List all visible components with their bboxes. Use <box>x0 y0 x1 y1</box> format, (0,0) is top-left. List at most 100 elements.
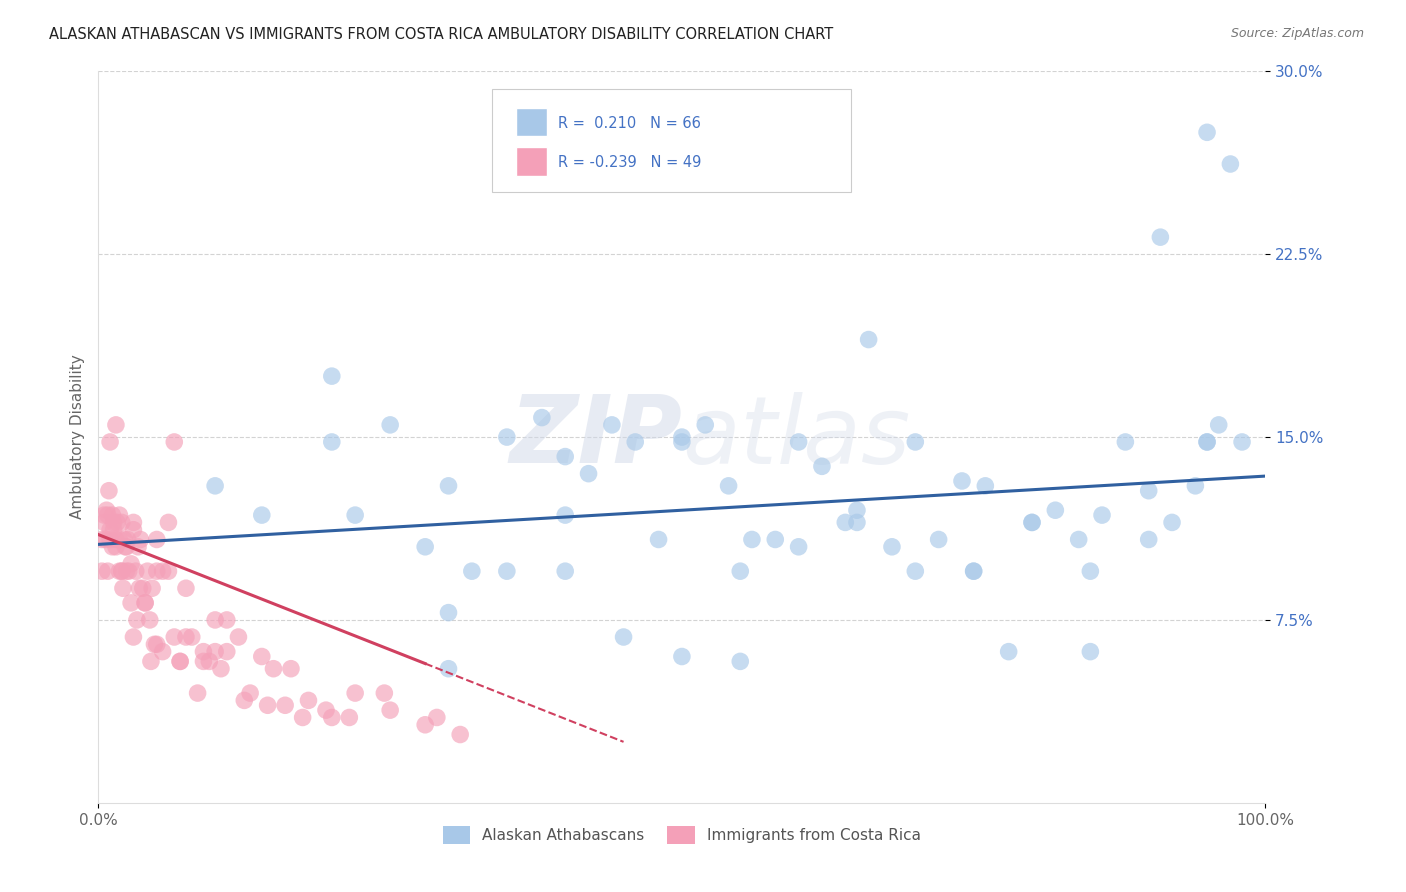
Point <box>111 564 134 578</box>
Point <box>962 564 984 578</box>
Point <box>204 645 226 659</box>
Point <box>280 662 302 676</box>
Point <box>98 533 121 547</box>
Point <box>413 540 436 554</box>
Point <box>233 693 256 707</box>
Point <box>461 564 484 578</box>
Point <box>215 613 238 627</box>
Legend: Alaskan Athabascans, Immigrants from Costa Rica: Alaskan Athabascans, Immigrants from Cos… <box>436 820 928 850</box>
Point <box>1137 483 1160 498</box>
Point <box>717 479 740 493</box>
Point <box>624 434 647 449</box>
Point <box>146 637 169 651</box>
Point <box>187 686 209 700</box>
Point <box>530 410 553 425</box>
Point <box>763 533 786 547</box>
Point <box>101 540 124 554</box>
Point <box>94 533 117 547</box>
Point <box>1219 157 1241 171</box>
Point <box>858 333 880 347</box>
Point <box>1114 434 1136 449</box>
Text: R = -0.239   N = 49: R = -0.239 N = 49 <box>558 155 702 169</box>
Point <box>146 533 169 547</box>
Point <box>274 698 297 713</box>
Point <box>256 698 278 713</box>
Point <box>1208 417 1230 432</box>
Point <box>204 479 226 493</box>
Point <box>1091 508 1114 522</box>
Point <box>180 630 202 644</box>
Point <box>880 540 903 554</box>
Point <box>101 508 124 522</box>
Point <box>613 630 636 644</box>
Point <box>98 523 121 537</box>
Point <box>115 564 138 578</box>
Point <box>103 516 125 530</box>
Point <box>122 523 145 537</box>
Point <box>496 430 519 444</box>
Point <box>315 703 337 717</box>
Point <box>198 654 221 668</box>
Text: atlas: atlas <box>682 392 910 483</box>
Point <box>98 434 121 449</box>
Point <box>139 654 162 668</box>
Point <box>1045 503 1067 517</box>
Text: Source: ZipAtlas.com: Source: ZipAtlas.com <box>1230 27 1364 40</box>
Point <box>380 703 402 717</box>
Point <box>321 710 343 724</box>
Point <box>1021 516 1043 530</box>
Point <box>132 581 155 595</box>
Point <box>90 533 112 547</box>
Point <box>950 474 973 488</box>
Point <box>997 645 1019 659</box>
Point <box>112 533 135 547</box>
Point <box>111 564 134 578</box>
Point <box>118 564 141 578</box>
Point <box>928 533 950 547</box>
Point <box>671 430 693 444</box>
Point <box>1021 516 1043 530</box>
Point <box>1067 533 1090 547</box>
Point <box>146 564 169 578</box>
Point <box>1195 434 1218 449</box>
Point <box>846 503 869 517</box>
Point <box>730 564 752 578</box>
Point <box>1137 533 1160 547</box>
Point <box>1080 564 1102 578</box>
Point <box>846 516 869 530</box>
Point <box>741 533 763 547</box>
Y-axis label: Ambulatory Disability: Ambulatory Disability <box>69 355 84 519</box>
Point <box>962 564 984 578</box>
Point <box>97 483 120 498</box>
Point <box>111 581 134 595</box>
Point <box>193 645 215 659</box>
Point <box>111 516 134 530</box>
Point <box>1149 230 1171 244</box>
Point <box>380 417 402 432</box>
Point <box>163 630 186 644</box>
Point <box>143 637 166 651</box>
Point <box>787 434 810 449</box>
Point <box>250 508 273 522</box>
Point <box>103 523 125 537</box>
Point <box>108 508 131 522</box>
Point <box>169 654 191 668</box>
Point <box>554 450 576 464</box>
Point <box>974 479 997 493</box>
Point <box>449 727 471 741</box>
Point <box>695 417 717 432</box>
Point <box>228 630 250 644</box>
Point <box>134 596 156 610</box>
Point <box>117 533 139 547</box>
Text: ALASKAN ATHABASCAN VS IMMIGRANTS FROM COSTA RICA AMBULATORY DISABILITY CORRELATI: ALASKAN ATHABASCAN VS IMMIGRANTS FROM CO… <box>49 27 834 42</box>
Point <box>437 662 460 676</box>
Point <box>152 564 174 578</box>
Point <box>671 434 693 449</box>
Point <box>496 564 519 578</box>
Point <box>104 533 127 547</box>
Point <box>437 479 460 493</box>
Point <box>426 710 449 724</box>
Point <box>152 645 174 659</box>
Point <box>93 508 115 522</box>
Point <box>97 508 120 522</box>
